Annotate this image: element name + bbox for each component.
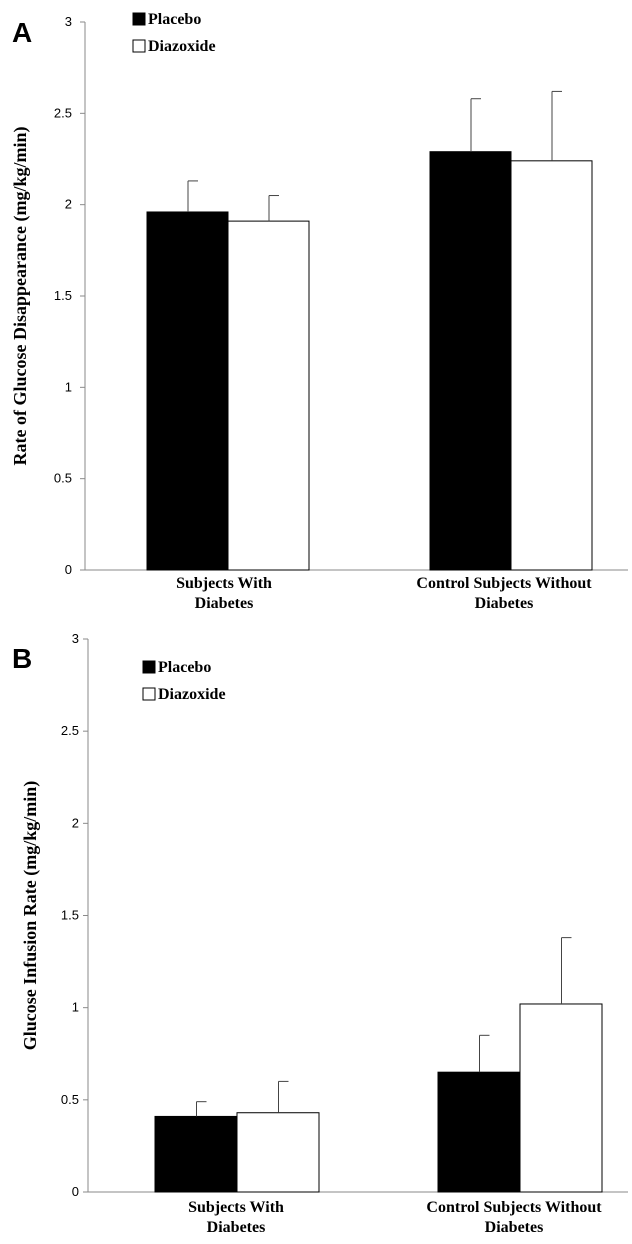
y-tick-label: 0.5 [54,471,72,486]
y-tick-label: 2 [72,815,79,830]
y-tick-label: 2.5 [61,723,79,738]
panel-letter: B [12,643,32,674]
bar-diazoxide-2 [510,160,593,571]
y-tick-label: 1 [65,379,72,394]
bar-placebo-1 [146,211,229,571]
x-category-label: Control Subjects Without [426,1199,602,1216]
legend-swatch-placebo [142,660,156,674]
y-axis-title: Glucose Infusion Rate (mg/kg/min) [20,781,41,1051]
y-tick-label: 3 [65,14,72,29]
bar-diazoxide-1 [227,220,310,571]
x-category-label: Subjects With [188,1199,284,1216]
panel-b: B 0 0.5 1 1.5 2 2.5 3 Glucose Infusion Rate (mg/… [12,631,628,1236]
legend-swatch-diazoxide [142,687,156,701]
legend-label-placebo: Placebo [148,11,201,28]
y-tick-label: 0 [65,562,72,577]
y-tick-label: 0 [72,1184,79,1199]
x-category-label: Control Subjects Without [416,575,592,592]
y-tick-label: 2.5 [54,105,72,120]
legend-label-diazoxide: Diazoxide [148,38,216,55]
bar-diazoxide-2 [519,1003,603,1193]
x-category-label: Diabetes [485,1219,544,1236]
y-tick-label: 1 [72,1000,79,1015]
legend-swatch-diazoxide [132,39,146,53]
y-tick-label: 3 [72,631,79,646]
panel-a: A 0 0.5 1 1.5 2 2.5 3 Rate of Glucose Disappeara… [10,11,628,612]
x-category-label: Diabetes [475,595,534,612]
legend-swatch-placebo [132,12,146,26]
legend-label-diazoxide: Diazoxide [158,686,226,703]
x-category-label: Subjects With [176,575,272,592]
x-category-label: Diabetes [195,595,254,612]
x-category-label: Diabetes [207,1219,266,1236]
bar-placebo-2 [437,1071,521,1193]
y-tick-label: 0.5 [61,1092,79,1107]
y-tick-label: 1.5 [54,288,72,303]
bar-placebo-1 [154,1115,238,1193]
panel-letter: A [12,17,32,48]
y-tick-label: 2 [65,197,72,212]
bar-diazoxide-1 [236,1112,320,1193]
bar-placebo-2 [429,151,512,571]
legend-label-placebo: Placebo [158,659,211,676]
y-axis-title: Rate of Glucose Disappearance (mg/kg/min… [10,127,31,466]
y-tick-label: 1.5 [61,908,79,923]
